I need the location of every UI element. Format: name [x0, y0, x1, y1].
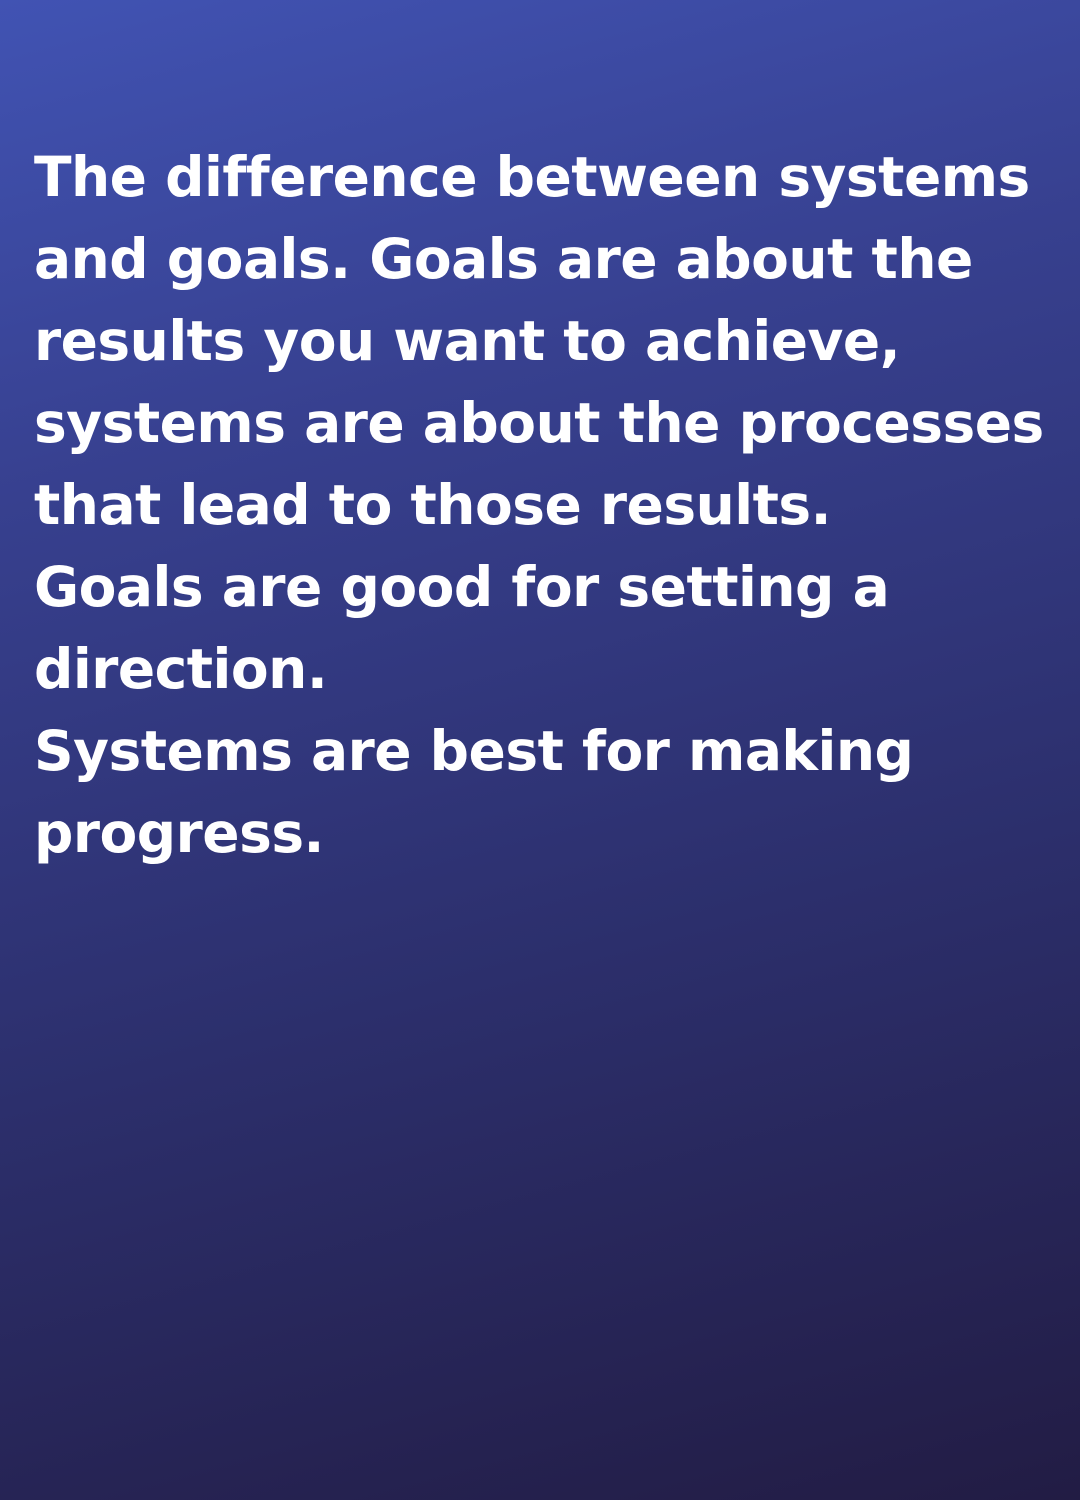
quote-line-4: systems are about the processes — [34, 391, 1044, 455]
quote-line-2: and goals. Goals are about the — [34, 227, 973, 291]
quote-line-1: The difference between systems — [34, 145, 1030, 209]
quote-line-7: direction. — [34, 637, 328, 701]
quote-line-3: results you want to achieve, — [34, 309, 901, 373]
quote-line-5: that lead to those results. — [34, 473, 832, 537]
quote-line-8: Systems are best for making — [34, 719, 914, 783]
quote-line-9: progress. — [34, 801, 324, 865]
quote-text: The difference between systems and goals… — [34, 136, 1054, 874]
quote-line-6: Goals are good for setting a — [34, 555, 890, 619]
